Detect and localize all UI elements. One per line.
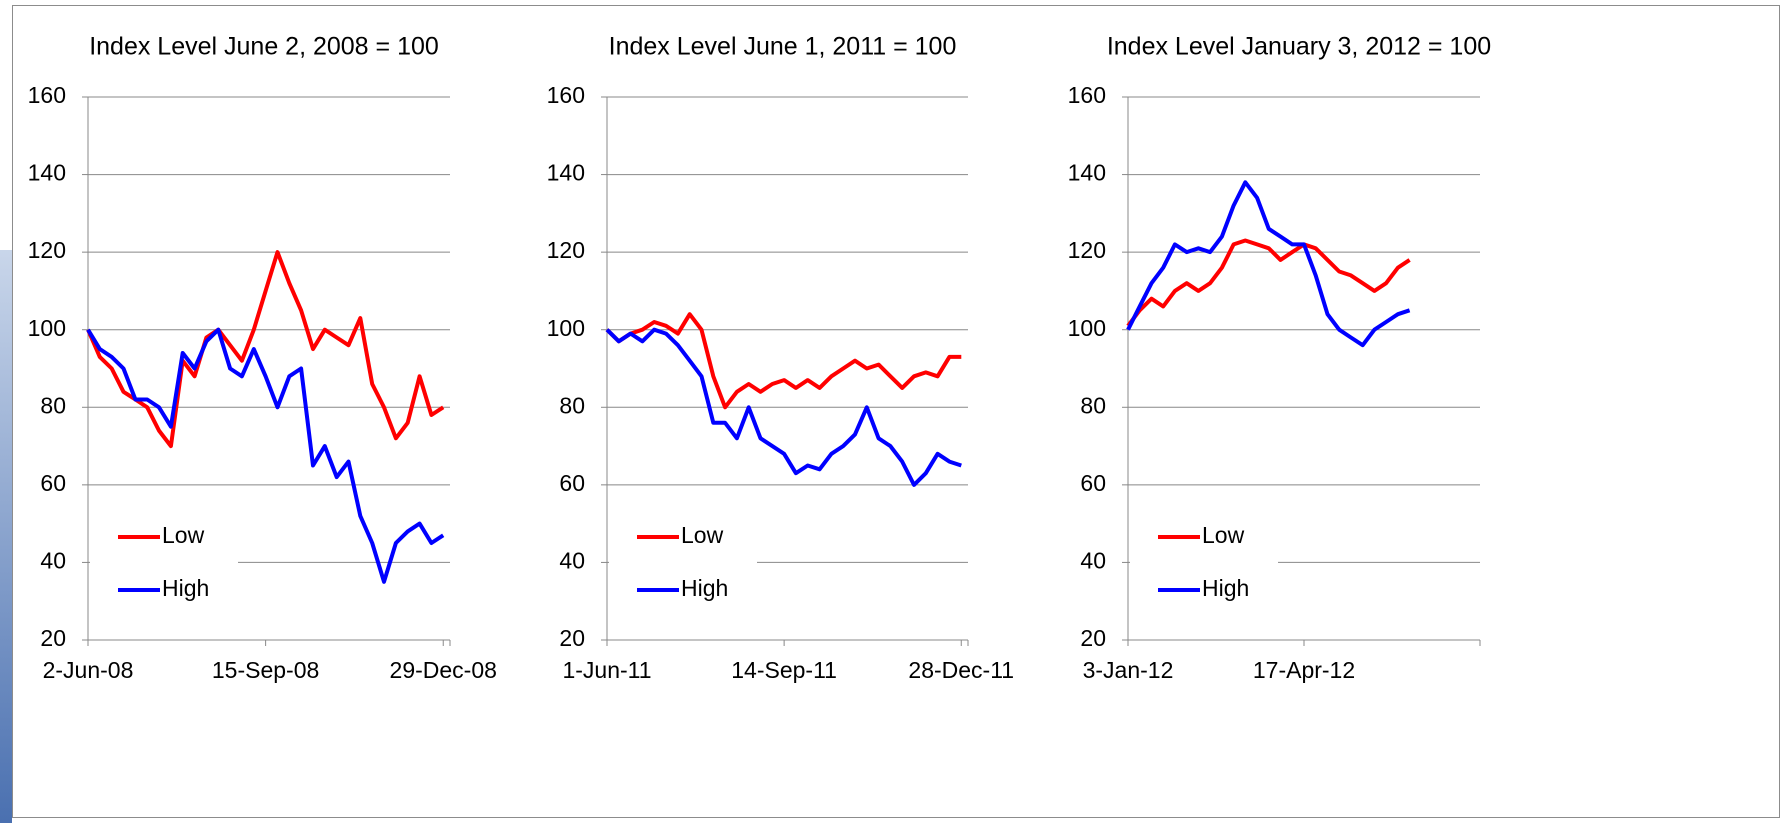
data-line xyxy=(1126,180,1411,348)
x-tick-label: 15-Sep-08 xyxy=(212,657,319,683)
chart-title: Index Level June 2, 2008 = 100 xyxy=(89,33,439,61)
y-tick-label: 40 xyxy=(40,548,66,574)
legend-label: High xyxy=(681,575,728,601)
legend-box xyxy=(609,512,757,614)
y-tick-label: 20 xyxy=(559,625,585,651)
y-tick-label: 40 xyxy=(1080,548,1106,574)
data-line xyxy=(86,250,445,449)
data-line xyxy=(86,327,445,584)
x-tick-label: 1-Jun-11 xyxy=(562,657,651,683)
y-tick-label: 160 xyxy=(547,82,585,108)
y-tick-label: 160 xyxy=(1068,82,1106,108)
y-tick-label: 120 xyxy=(547,237,585,263)
y-tick-label: 140 xyxy=(1068,160,1106,186)
data-line xyxy=(605,327,962,487)
data-line xyxy=(605,312,962,410)
y-tick-label: 20 xyxy=(40,625,66,651)
legend-label: Low xyxy=(681,522,724,548)
y-tick-label: 80 xyxy=(40,392,66,418)
y-tick-label: 80 xyxy=(1080,392,1106,418)
x-tick-label: 2-Jun-08 xyxy=(43,657,134,683)
x-tick-label: 28-Dec-11 xyxy=(908,657,1014,683)
x-tick-label: 29-Dec-08 xyxy=(390,657,497,683)
legend-label: Low xyxy=(162,522,205,548)
x-tick-label: 17-Apr-12 xyxy=(1253,657,1355,683)
legend-label: High xyxy=(1202,575,1249,601)
chart-title: Index Level January 3, 2012 = 100 xyxy=(1107,33,1491,61)
y-tick-label: 140 xyxy=(28,160,66,186)
y-tick-label: 100 xyxy=(547,315,585,341)
y-tick-label: 60 xyxy=(559,470,585,496)
legend-label: High xyxy=(162,575,209,601)
legend-box xyxy=(1130,512,1278,614)
y-tick-label: 160 xyxy=(28,82,66,108)
legend-label: Low xyxy=(1202,522,1245,548)
y-tick-label: 60 xyxy=(1080,470,1106,496)
y-tick-label: 140 xyxy=(547,160,585,186)
side-bar xyxy=(0,250,12,823)
y-tick-label: 100 xyxy=(1068,315,1106,341)
legend-box xyxy=(90,512,238,614)
y-tick-label: 80 xyxy=(559,392,585,418)
x-tick-label: 14-Sep-11 xyxy=(731,657,837,683)
data-line xyxy=(1126,238,1411,328)
frame xyxy=(12,5,1780,818)
y-tick-label: 40 xyxy=(559,548,585,574)
x-tick-label: 3-Jan-12 xyxy=(1083,657,1174,683)
y-tick-label: 20 xyxy=(1080,625,1106,651)
y-tick-label: 120 xyxy=(1068,237,1106,263)
y-tick-label: 120 xyxy=(28,237,66,263)
y-tick-label: 60 xyxy=(40,470,66,496)
chart-title: Index Level June 1, 2011 = 100 xyxy=(609,33,957,61)
y-tick-label: 100 xyxy=(28,315,66,341)
